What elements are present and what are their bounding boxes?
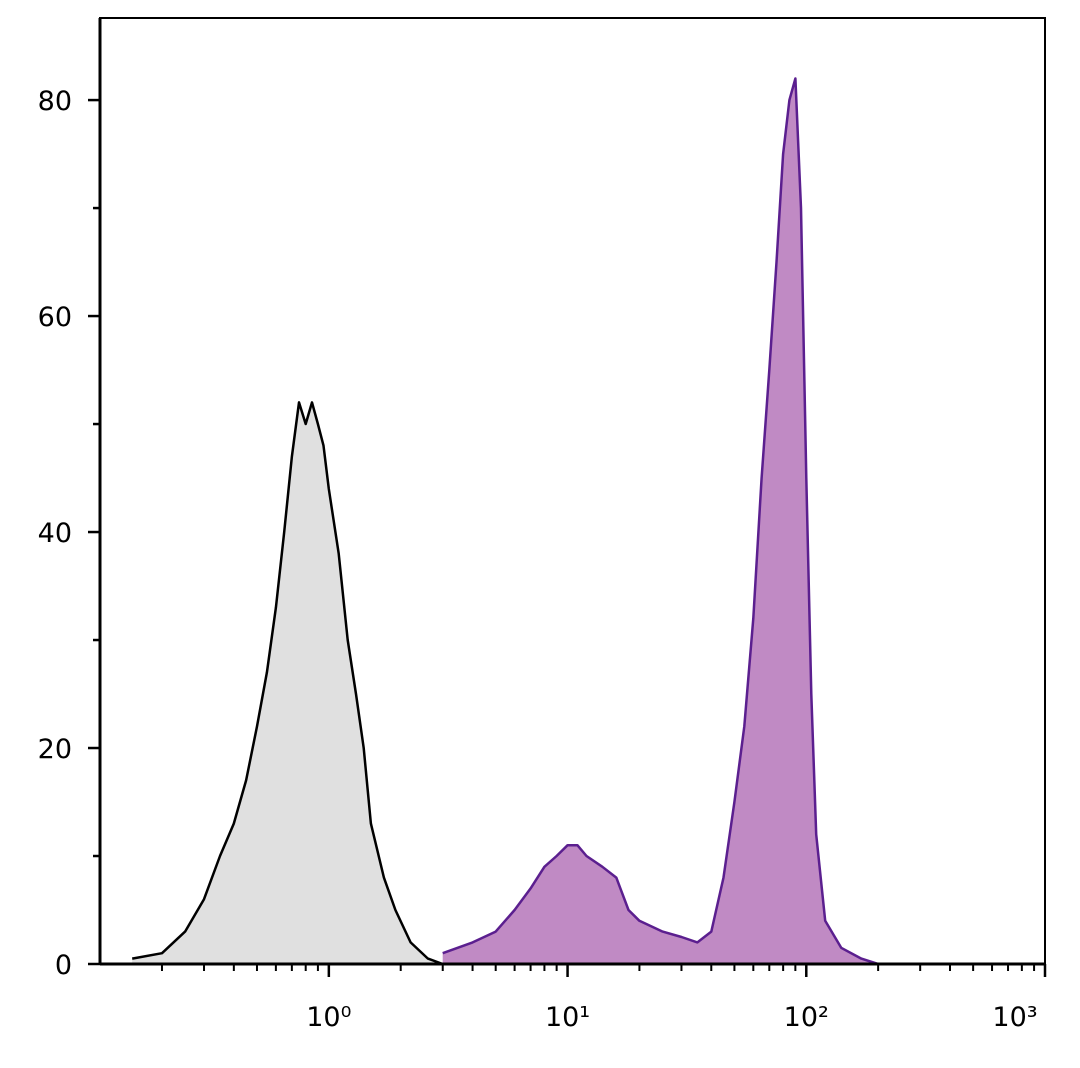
histogram-line [442, 77, 879, 966]
y-tick-label: 60 [38, 302, 72, 333]
y-tick-label: 0 [55, 950, 72, 981]
x-tick-label: 10³ [992, 1002, 1037, 1033]
y-tick-label: 40 [38, 518, 72, 549]
y-tick-label: 80 [38, 86, 72, 117]
x-tick-label: 10² [784, 1002, 829, 1033]
area-fill [132, 402, 443, 964]
x-tick-label: 10⁰ [306, 1002, 351, 1033]
x-tick-label: 10¹ [545, 1002, 590, 1033]
histogram-line [131, 401, 444, 966]
y-tick-label: 20 [38, 734, 72, 765]
area-fill [442, 78, 879, 964]
